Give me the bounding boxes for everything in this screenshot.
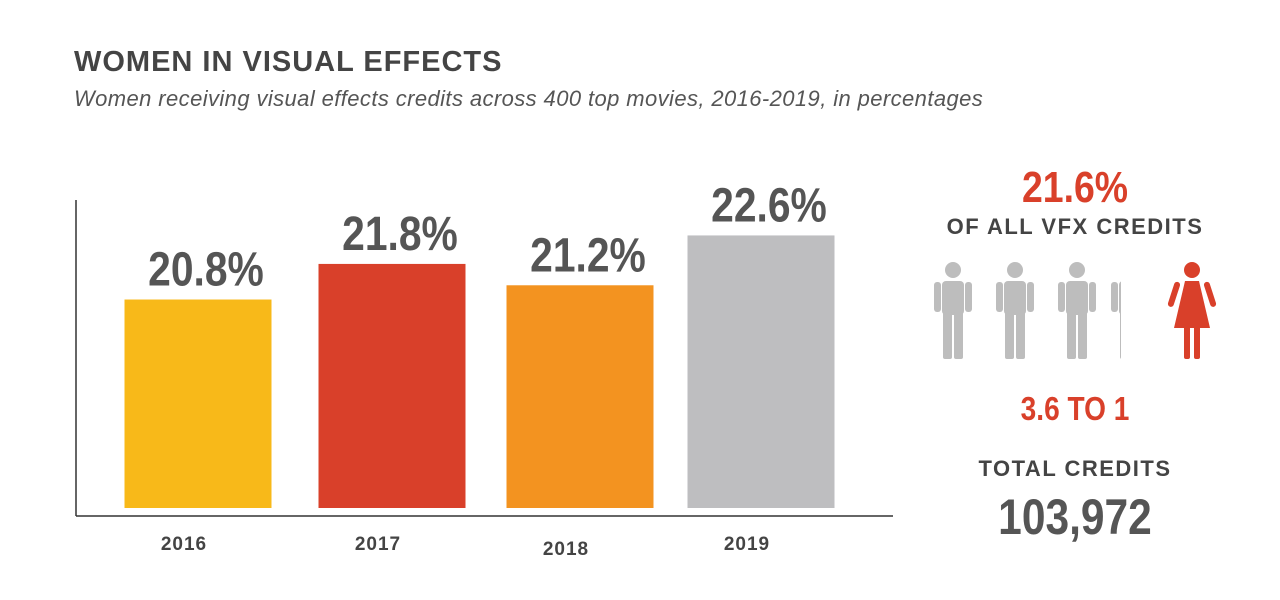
man-icon (1058, 262, 1096, 359)
man-icon (934, 262, 972, 359)
woman-icon (1167, 262, 1217, 359)
total-credits-label: TOTAL CREDITS (978, 456, 1172, 481)
chart-subtitle: Women receiving visual effects credits a… (74, 86, 984, 111)
women-share-value: 21.6% (1021, 163, 1129, 212)
bar-2019 (687, 235, 835, 508)
x-tick-label-2019: 2019 (724, 534, 770, 555)
man-icon (996, 262, 1034, 359)
bar-2018 (506, 285, 654, 508)
bar-value-label-2017: 21.8% (342, 208, 458, 261)
gender-ratio: 3.6 TO 1 (1020, 390, 1130, 427)
chart-title: WOMEN IN VISUAL EFFECTS (74, 46, 503, 78)
bar-chart: 20.8% 2016 21.8% 2017 21.2% 2018 22.6% 2019 (75, 179, 893, 560)
bar-2016 (124, 299, 272, 508)
gender-ratio-pictogram (934, 262, 1217, 359)
total-credits-value: 103,972 (998, 489, 1152, 545)
man-icon (1111, 281, 1121, 359)
x-tick-label-2018: 2018 (543, 539, 589, 560)
bar-value-label-2018: 21.2% (530, 229, 646, 282)
bar-value-label-2019: 22.6% (711, 179, 827, 232)
women-share-caption: OF ALL VFX CREDITS (946, 214, 1204, 239)
x-tick-label-2016: 2016 (161, 534, 207, 555)
bar-2017 (318, 263, 466, 508)
x-tick-label-2017: 2017 (355, 534, 401, 555)
bar-value-label-2016: 20.8% (148, 243, 264, 296)
